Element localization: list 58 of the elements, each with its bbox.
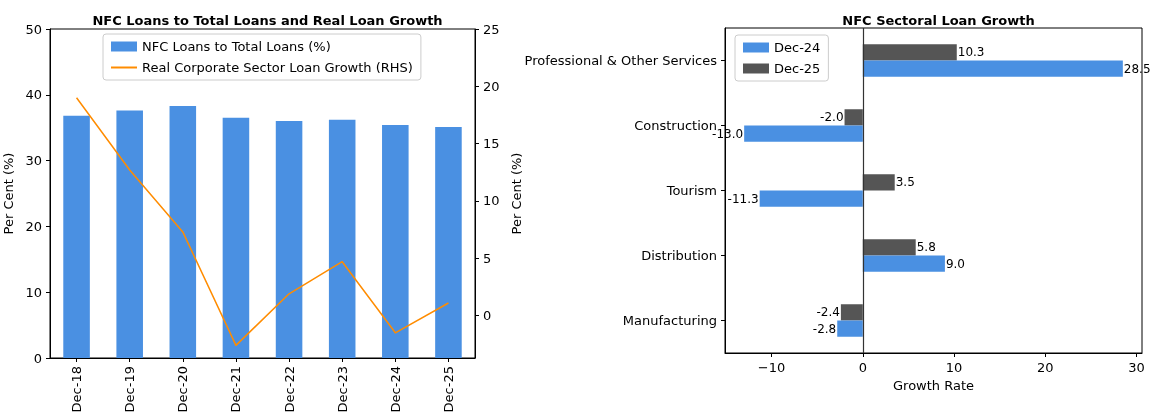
data-label: 9.0 — [945, 256, 965, 271]
data-label: -2.0 — [820, 110, 844, 125]
x-tick-label: 0 — [858, 360, 867, 375]
y-tick-label: Distribution — [641, 248, 717, 263]
y2-axis-title: Per Cent (%) — [509, 152, 525, 235]
data-label: 3.5 — [895, 175, 915, 190]
data-label: -11.3 — [727, 191, 759, 206]
x-tick-label: 20 — [1037, 360, 1054, 375]
y2-tick-label: 10 — [483, 193, 500, 209]
x-tick-label: Dec-20 — [175, 366, 191, 412]
y-axis-title: Per Cent (%) — [0, 152, 16, 235]
bar — [862, 60, 1123, 77]
y-tick-label: Professional & Other Services — [524, 53, 718, 68]
x-tick-label: Dec-24 — [387, 366, 403, 412]
x-axis-title: Growth Rate — [893, 377, 974, 393]
data-label: 28.5 — [1123, 61, 1151, 76]
x-tick-label: Dec-25 — [440, 366, 456, 412]
y-tick-label: Construction — [634, 118, 717, 133]
bar — [862, 239, 916, 256]
y-tick-label: 50 — [25, 21, 42, 37]
legend-label: Dec-24 — [774, 40, 821, 55]
bar — [840, 304, 863, 321]
y-tick-label: 40 — [25, 87, 42, 103]
data-label: -2.4 — [816, 305, 840, 320]
chart-title: NFC Sectoral Loan Growth — [842, 13, 1035, 28]
chart-title: NFC Loans to Total Loans and Real Loan Growth — [92, 13, 443, 28]
x-tick-label: Dec-23 — [334, 366, 350, 412]
bar — [862, 255, 945, 272]
y-tick-label: Manufacturing — [622, 313, 717, 328]
y2-tick-label: 5 — [483, 250, 492, 266]
legend-label: Real Corporate Sector Loan Growth (RHS) — [142, 60, 413, 75]
x-tick-label: Dec-19 — [122, 366, 138, 412]
y2-tick-label: 25 — [483, 21, 500, 37]
x-tick-label: −10 — [757, 360, 786, 375]
x-tick-label: Dec-18 — [69, 366, 85, 412]
bar — [844, 109, 863, 126]
legend-label: Dec-25 — [774, 61, 821, 76]
bar — [862, 44, 957, 61]
y-tick-label: 10 — [25, 284, 42, 300]
x-tick-label: 30 — [1128, 360, 1145, 375]
data-label: 10.3 — [957, 45, 985, 60]
y2-tick-label: 15 — [483, 136, 500, 152]
bar — [862, 174, 895, 191]
y-tick-label: 20 — [25, 218, 42, 234]
bar — [759, 190, 863, 207]
bar — [837, 320, 863, 337]
x-tick-label: Dec-22 — [281, 366, 297, 412]
bar — [744, 125, 863, 142]
legend-label: NFC Loans to Total Loans (%) — [142, 39, 331, 54]
y-tick-label: 30 — [25, 153, 42, 169]
data-label: -2.8 — [812, 321, 837, 336]
y-tick-label: Tourism — [665, 183, 717, 198]
y2-tick-label: 0 — [483, 308, 492, 324]
data-label: 5.8 — [916, 240, 936, 255]
y2-tick-label: 20 — [483, 78, 500, 94]
x-tick-label: Dec-21 — [228, 366, 244, 412]
line-series — [75, 97, 450, 347]
x-tick-label: 10 — [945, 360, 963, 375]
